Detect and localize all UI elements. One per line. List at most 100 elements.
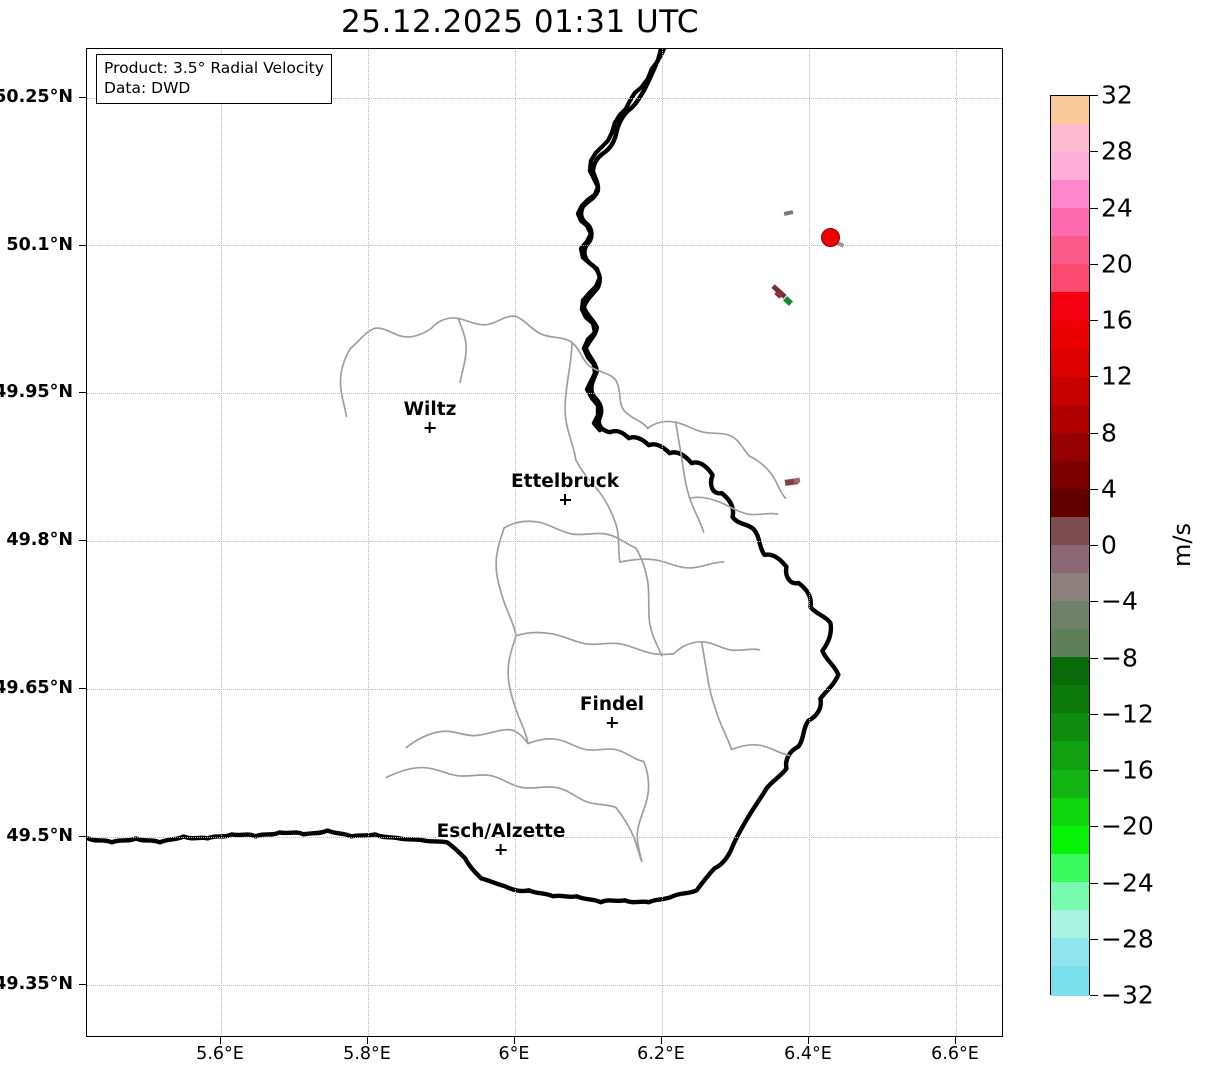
- colorbar-tick-mark: [1090, 657, 1098, 659]
- colorbar-tick-label: 20: [1101, 249, 1133, 279]
- echo-patch-mauve-south: [793, 477, 801, 484]
- xtick-label: 5.6°E: [196, 1044, 244, 1064]
- ytick-mark: [79, 97, 86, 98]
- map-plot-area[interactable]: Wiltz Ettelbruck Findel Esch/Alzette: [86, 48, 1003, 1037]
- gridline-vertical: [515, 49, 516, 1036]
- ytick-label: 50.25°N: [0, 87, 73, 107]
- colorbar-tick-label: 32: [1101, 80, 1133, 110]
- ytick-mark: [79, 984, 86, 985]
- colorbar-tick-mark: [1090, 207, 1098, 209]
- ytick-label: 50.1°N: [6, 235, 73, 255]
- ytick-mark: [79, 392, 86, 393]
- xtick-label: 6°E: [498, 1044, 530, 1064]
- colorbar-tick-label: 4: [1101, 474, 1117, 504]
- colorbar-band: [1051, 348, 1089, 379]
- city-findel[interactable]: Findel: [580, 694, 644, 728]
- colorbar-tick-mark: [1090, 995, 1098, 996]
- product-info-box: Product: 3.5° Radial Velocity Data: DWD: [96, 54, 332, 105]
- colorbar-tick-label: −32: [1101, 980, 1154, 1010]
- colorbar-tick-mark: [1090, 488, 1098, 490]
- colorbar-band: [1051, 657, 1089, 688]
- colorbar-tick-label: −16: [1101, 755, 1154, 785]
- xtick-label: 6.2°E: [637, 1044, 685, 1064]
- xtick-label: 6.4°E: [784, 1044, 832, 1064]
- gridline-horizontal: [87, 393, 1002, 394]
- city-marker-icon: [606, 717, 618, 728]
- colorbar-band: [1051, 825, 1089, 856]
- colorbar-tick-label: −4: [1101, 586, 1138, 616]
- colorbar-band: [1051, 881, 1089, 912]
- colorbar-band: [1051, 124, 1089, 155]
- colorbar-band: [1051, 853, 1089, 884]
- product-line: Product: 3.5° Radial Velocity: [104, 59, 324, 77]
- colorbar-band: [1051, 685, 1089, 716]
- colorbar-tick-label: 24: [1101, 193, 1133, 222]
- colorbar-tick-label: 8: [1101, 418, 1117, 447]
- city-label: Findel: [579, 694, 645, 715]
- colorbar-unit-label: m/s: [1168, 523, 1196, 567]
- colorbar-tick-label: 0: [1101, 530, 1117, 560]
- colorbar-tick-mark: [1090, 938, 1098, 940]
- colorbar-tick-mark: [1090, 376, 1098, 378]
- colorbar-tick-mark: [1090, 545, 1098, 546]
- gridline-vertical: [809, 49, 810, 1036]
- city-marker-icon: [424, 422, 436, 433]
- ytick-label: 49.5°N: [6, 826, 73, 846]
- radar-site-marker[interactable]: [821, 228, 840, 247]
- xtick-mark: [808, 1037, 809, 1044]
- ytick-mark: [79, 836, 86, 837]
- ytick-mark: [79, 245, 86, 246]
- xtick-label: 5.8°E: [343, 1044, 391, 1064]
- ytick-mark: [79, 688, 86, 689]
- colorbar-tick-mark: [1090, 882, 1098, 884]
- city-wiltz[interactable]: Wiltz: [403, 399, 457, 433]
- colorbar-tick-mark: [1090, 432, 1098, 434]
- colorbar-tick-label: 16: [1101, 305, 1133, 335]
- page-title: 25.12.2025 01:31 UTC: [341, 4, 699, 40]
- colorbar-band: [1051, 460, 1089, 491]
- colorbar-band: [1051, 516, 1089, 547]
- xtick-mark: [955, 1037, 956, 1044]
- gridline-horizontal: [87, 541, 1002, 542]
- colorbar-band: [1051, 432, 1089, 463]
- colorbar-tick-label: 12: [1101, 361, 1133, 391]
- city-label: Ettelbruck: [510, 471, 620, 492]
- colorbar-tick-label: −8: [1101, 643, 1138, 672]
- colorbar-band: [1051, 573, 1089, 604]
- colorbar-tick-label: −12: [1101, 699, 1154, 729]
- gridline-vertical: [662, 49, 663, 1036]
- gridline-horizontal: [87, 245, 1002, 246]
- colorbar-band: [1051, 937, 1089, 968]
- city-marker-icon: [559, 494, 571, 505]
- colorbar-band: [1051, 488, 1089, 519]
- xtick-mark: [220, 1037, 221, 1044]
- ytick-mark: [79, 540, 86, 541]
- colorbar-band: [1051, 601, 1089, 632]
- colorbar-tick-mark: [1090, 770, 1098, 771]
- data-line: Data: DWD: [104, 78, 191, 97]
- colorbar-band: [1051, 376, 1089, 407]
- city-esch-alzette[interactable]: Esch/Alzette: [437, 821, 565, 855]
- ytick-label: 49.8°N: [6, 530, 73, 550]
- colorbar-band: [1051, 741, 1089, 772]
- city-ettelbruck[interactable]: Ettelbruck: [511, 471, 619, 505]
- colorbar-band: [1051, 292, 1089, 323]
- city-label: Wiltz: [403, 399, 457, 420]
- colorbar-tick-mark: [1090, 263, 1098, 265]
- gridline-horizontal: [87, 689, 1002, 690]
- ytick-label: 49.95°N: [0, 382, 73, 402]
- gridline-horizontal: [87, 985, 1002, 986]
- xtick-mark: [367, 1037, 368, 1044]
- xtick-mark: [514, 1037, 515, 1044]
- colorbar-band: [1051, 713, 1089, 744]
- colorbar-band: [1051, 769, 1089, 800]
- ytick-label: 49.65°N: [0, 678, 73, 698]
- velocity-colorbar[interactable]: [1050, 95, 1090, 996]
- xtick-label: 6.6°E: [931, 1044, 979, 1064]
- xtick-mark: [661, 1037, 662, 1044]
- colorbar-band: [1051, 320, 1089, 351]
- gridline-vertical: [956, 49, 957, 1036]
- colorbar-tick-mark: [1090, 151, 1098, 153]
- colorbar-tick-mark: [1090, 826, 1098, 828]
